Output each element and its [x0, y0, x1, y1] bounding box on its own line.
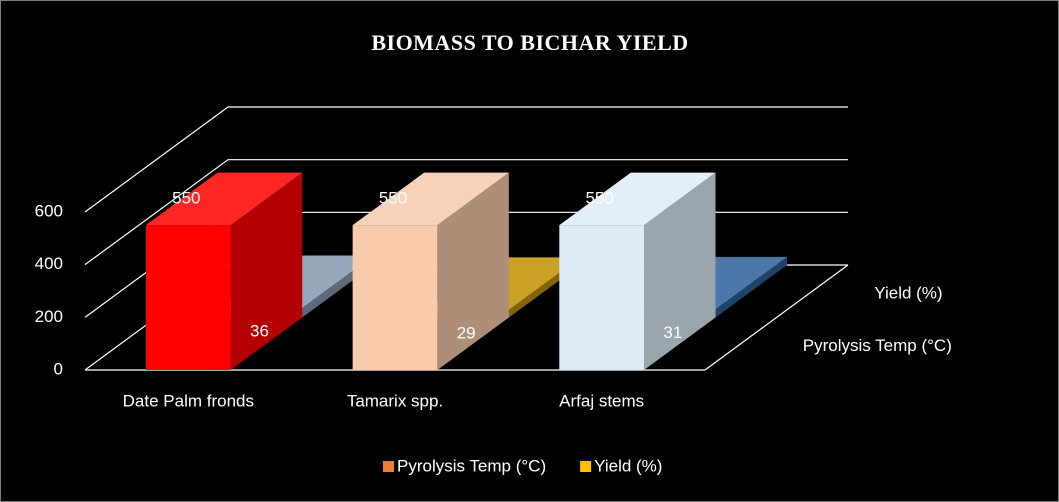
bar-side	[230, 172, 303, 370]
bar-side	[644, 172, 716, 370]
data-label: 29	[457, 323, 476, 342]
series-axis-label: Pyrolysis Temp (°C)	[803, 336, 952, 355]
bar-top	[145, 172, 303, 226]
bar	[559, 172, 716, 370]
x-tick-label: Arfaj stems	[559, 391, 644, 410]
y-tick-label: 400	[35, 254, 63, 273]
grid-line	[84, 159, 848, 266]
bar-top	[559, 172, 716, 226]
bar	[145, 172, 303, 370]
y-tick-label: 200	[35, 307, 63, 326]
legend-swatch	[580, 461, 592, 472]
data-label: 550	[172, 189, 200, 208]
y-tick-label: 0	[54, 359, 63, 378]
data-label: 31	[663, 323, 682, 342]
data-label: 550	[585, 189, 613, 208]
x-tick-label: Date Palm fronds	[123, 391, 254, 410]
bar-side	[715, 256, 788, 318]
x-tick-label: Tamarix spp.	[347, 391, 443, 410]
bar-front	[145, 225, 231, 370]
data-label: 550	[379, 189, 407, 208]
legend-label: Yield (%)	[594, 456, 662, 475]
bar-front	[352, 225, 438, 370]
y-tick-label: 600	[35, 201, 63, 220]
bar-front	[559, 225, 645, 370]
legend-swatch	[383, 461, 394, 472]
bar-top	[352, 172, 509, 226]
legend-label: Pyrolysis Temp (°C)	[397, 456, 546, 475]
bar	[352, 172, 509, 370]
floor-edge	[704, 264, 849, 371]
grid-line	[84, 106, 848, 213]
series-axis-label: Yield (%)	[874, 284, 942, 303]
bar-side	[437, 172, 509, 370]
data-label: 36	[250, 322, 269, 341]
chart-title: BIOMASS TO BICHAR YIELD	[371, 30, 688, 55]
